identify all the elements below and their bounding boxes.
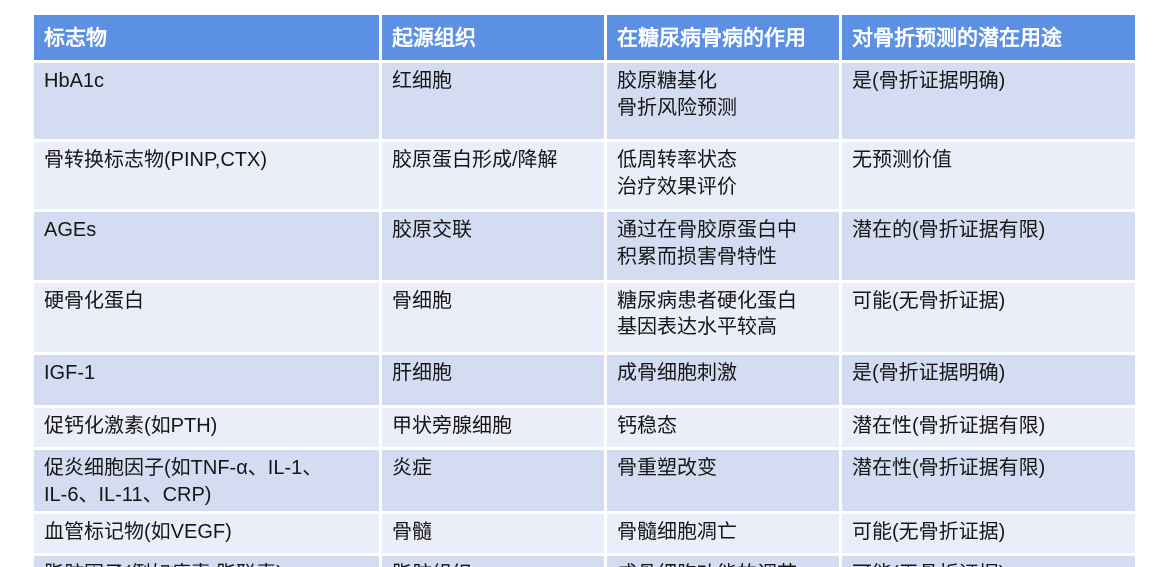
cell-text-line: 可能(无骨折证据)	[852, 561, 1127, 567]
cell-text-line: 成骨细胞刺激	[617, 361, 737, 384]
table-cell: 无预测价值	[842, 142, 1135, 210]
cell-text-line: 糖尿病患者硬化蛋白	[617, 289, 797, 312]
table-cell: 潜在性(骨折证据有限)	[842, 408, 1135, 447]
table-row: 硬骨化蛋白 骨细胞 糖尿病患者硬化蛋白 基因表达水平较高 可能(无骨折证据)	[34, 282, 1135, 352]
cell-text-line: 潜在性(骨折证据有限)	[852, 415, 1046, 438]
cell-text-line: 胶原交联	[392, 219, 472, 242]
table-cell: 脂肪因子(例如瘦素,脂联素)	[34, 555, 379, 567]
cell-text-line: 成骨细胞功能的调节	[617, 561, 831, 567]
table-cell: 肝细胞	[382, 354, 604, 406]
table-cell: 成骨细胞功能的调节	[607, 555, 839, 567]
column-header: 对骨折预测的潜在用途	[842, 15, 1135, 60]
cell-text-line: 胶原糖基化	[617, 70, 717, 92]
cell-text-line: 骨折风险预测	[617, 96, 737, 119]
table-row: 血管标记物(如VEGF) 骨髓 骨髓细胞凋亡 可能(无骨折证据)	[34, 514, 1135, 553]
table-row: HbA1c 红细胞 胶原糖基化 骨折风险预测 是(骨折证据明确)	[34, 63, 1135, 140]
table-cell: 脂肪组织	[382, 555, 604, 567]
table-cell: 促钙化激素(如PTH)	[34, 408, 379, 447]
table-cell: 糖尿病患者硬化蛋白 基因表达水平较高	[607, 282, 839, 352]
table-row: 骨转换标志物(PINP,CTX) 胶原蛋白形成/降解 低周转率状态 治疗效果评价 无预测…	[34, 142, 1135, 210]
table-cell: 骨转换标志物(PINP,CTX)	[34, 142, 379, 210]
table-cell: IGF-1	[34, 354, 379, 406]
cell-text-line: 胶原蛋白形成/降解	[392, 149, 558, 172]
table-cell: 血管标记物(如VEGF)	[34, 514, 379, 553]
cell-text-line: 低周转率状态	[617, 149, 737, 172]
cell-text-line: 促钙化激素(如PTH)	[44, 415, 218, 438]
cell-text-line: 潜在性(骨折证据有限)	[852, 456, 1046, 479]
table-cell: 是(骨折证据明确)	[842, 354, 1135, 406]
table-cell: 成骨细胞刺激	[607, 354, 839, 406]
column-header: 在糖尿病骨病的作用	[607, 15, 839, 60]
cell-text-line: 可能(无骨折证据)	[852, 289, 1006, 312]
cell-text-line: 基因表达水平较高	[617, 316, 777, 339]
table-cell: 钙稳态	[607, 408, 839, 447]
table-cell: 甲状旁腺细胞	[382, 408, 604, 447]
cell-text-line: HbA1c	[44, 70, 105, 92]
table-cell: 可能(无骨折证据)	[842, 282, 1135, 352]
table-cell: 硬骨化蛋白	[34, 282, 379, 352]
cell-text-line: 炎症	[392, 456, 432, 479]
table-cell: 骨细胞	[382, 282, 604, 352]
table-cell: 骨髓细胞凋亡	[607, 514, 839, 553]
table-row: 促钙化激素(如PTH) 甲状旁腺细胞 钙稳态 潜在性(骨折证据有限)	[34, 408, 1135, 447]
table-cell: 通过在骨胶原蛋白中 积累而损害骨特性	[607, 212, 839, 280]
cell-text-line: 是(骨折证据明确)	[852, 361, 1006, 384]
table-cell: 红细胞	[382, 63, 604, 140]
table-header-row: 标志物 起源组织 在糖尿病骨病的作用 对骨折预测的潜在用途	[34, 15, 1135, 60]
cell-text-line: 治疗效果评价	[617, 175, 737, 198]
cell-text-line: AGEs	[44, 219, 97, 242]
cell-text-line: 骨转换标志物(PINP,CTX)	[44, 149, 267, 172]
cell-text-line: 骨重塑改变	[617, 456, 717, 479]
table-row: IGF-1 肝细胞 成骨细胞刺激 是(骨折证据明确)	[34, 354, 1135, 406]
cell-text-line: IL-6、IL-11、CRP)	[44, 483, 212, 506]
table-cell: 骨重塑改变	[607, 449, 839, 512]
table-cell: HbA1c	[34, 63, 379, 140]
cell-text-line: 脂肪组织	[392, 561, 596, 567]
column-header: 起源组织	[382, 15, 604, 60]
table-cell: 胶原糖基化骨折风险预测	[607, 63, 839, 140]
cell-text-line: 血管标记物(如VEGF)	[44, 521, 232, 544]
cell-text-line: 无预测价值	[852, 149, 952, 172]
table-cell: 可能(无骨折证据)	[842, 555, 1135, 567]
cell-text-line: 是(骨折证据明确)	[852, 70, 1006, 92]
cell-text-line: 肝细胞	[392, 361, 452, 384]
table-cell: 炎症	[382, 449, 604, 512]
table-cell: 促炎细胞因子(如TNF-α、IL-1、 IL-6、IL-11、CRP)	[34, 449, 379, 512]
table-header: 标志物 起源组织 在糖尿病骨病的作用 对骨折预测的潜在用途	[34, 15, 1135, 60]
cell-text-line: 钙稳态	[617, 415, 677, 438]
table-cell: 是(骨折证据明确)	[842, 63, 1135, 140]
cell-text-line: 促炎细胞因子(如TNF-α、IL-1、	[44, 456, 323, 479]
cell-text-line: 积累而损害骨特性	[617, 245, 777, 268]
table-cell: 潜在性(骨折证据有限)	[842, 449, 1135, 512]
column-header: 标志物	[34, 15, 379, 60]
table-row: 脂肪因子(例如瘦素,脂联素) 脂肪组织 成骨细胞功能的调节 可能(无骨折证据)	[34, 555, 1135, 567]
cell-text-line: 脂肪因子(例如瘦素,脂联素)	[44, 561, 371, 567]
table-cell: 潜在的(骨折证据有限)	[842, 212, 1135, 280]
cell-text-line: 潜在的(骨折证据有限)	[852, 219, 1046, 242]
cell-text-line: 可能(无骨折证据)	[852, 521, 1006, 544]
table-row: AGEs 胶原交联 通过在骨胶原蛋白中 积累而损害骨特性 潜在的(骨折证据有限)	[34, 212, 1135, 280]
table-cell: 胶原蛋白形成/降解	[382, 142, 604, 210]
table-cell: 可能(无骨折证据)	[842, 514, 1135, 553]
table-cell: 胶原交联	[382, 212, 604, 280]
table-cell: 骨髓	[382, 514, 604, 553]
cell-text-line: 骨髓	[392, 521, 432, 544]
table-body: HbA1c 红细胞 胶原糖基化 骨折风险预测 是(骨折证据明确) 骨转换标志物(PINP,…	[34, 63, 1135, 567]
table-cell: 低周转率状态 治疗效果评价	[607, 142, 839, 210]
cell-text-line: 硬骨化蛋白	[44, 289, 144, 312]
table-cell: AGEs	[34, 212, 379, 280]
cell-text-line: 骨细胞	[392, 289, 452, 312]
cell-text-line: 骨髓细胞凋亡	[617, 521, 737, 544]
cell-text-line: IGF-1	[44, 361, 96, 384]
cell-text-line: 甲状旁腺细胞	[392, 415, 512, 438]
table-row: 促炎细胞因子(如TNF-α、IL-1、 IL-6、IL-11、CRP) 炎症 骨重塑改…	[34, 449, 1135, 512]
diabetic-bone-markers-table: 标志物 起源组织 在糖尿病骨病的作用 对骨折预测的潜在用途 HbA1c 红细胞 胶原糖基化…	[31, 12, 1138, 567]
cell-text-line: 红细胞	[392, 70, 452, 92]
cell-text-line: 通过在骨胶原蛋白中	[617, 219, 797, 242]
